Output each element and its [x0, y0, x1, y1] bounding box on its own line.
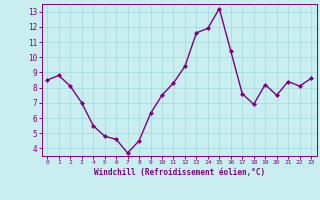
X-axis label: Windchill (Refroidissement éolien,°C): Windchill (Refroidissement éolien,°C)	[94, 168, 265, 177]
